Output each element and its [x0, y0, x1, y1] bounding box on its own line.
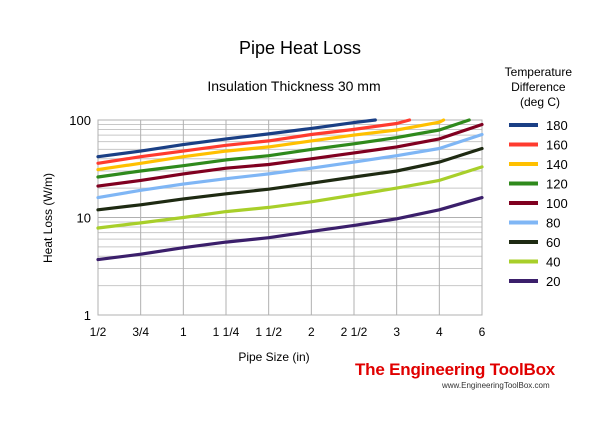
x-tick-label: 1/2	[90, 325, 107, 339]
y-tick-label: 1	[84, 308, 91, 323]
legend-label-160: 160	[546, 138, 568, 153]
series-layer	[96, 118, 484, 262]
legend-label-140: 140	[546, 157, 568, 172]
series-line-140	[96, 118, 446, 172]
legend-label-20: 20	[546, 274, 560, 289]
x-tick-label: 1 1/4	[213, 325, 240, 339]
x-tick-label: 2	[308, 325, 315, 339]
series-line-180	[96, 118, 377, 159]
chart-subtitle: Insulation Thickness 30 mm	[207, 78, 380, 94]
y-tick-label: 100	[69, 113, 91, 128]
chart-title: Pipe Heat Loss	[239, 38, 361, 58]
series-line-20	[96, 196, 484, 262]
plot-border	[97, 119, 483, 316]
series-line-80	[96, 132, 484, 200]
series-line-160	[96, 118, 412, 165]
axis-ticks: 1/2 3/4 1 1 1/4 1 1/2 2 2 1/2 3 4 6 1 10 100	[69, 113, 485, 339]
x-tick-label: 1	[180, 325, 187, 339]
brand-logo-text: The Engineering ToolBox	[355, 360, 556, 379]
x-tick-label: 3/4	[132, 325, 149, 339]
x-tick-label: 3	[393, 325, 400, 339]
legend-label-60: 60	[546, 235, 560, 250]
x-tick-label: 4	[436, 325, 443, 339]
brand-url: www.EngineeringToolBox.com	[442, 381, 550, 390]
legend-label-180: 180	[546, 118, 568, 133]
plot-grid	[97, 119, 483, 316]
x-tick-label: 6	[479, 325, 486, 339]
x-axis-label: Pipe Size (in)	[238, 350, 309, 364]
legend-label-100: 100	[546, 196, 568, 211]
legend-label-40: 40	[546, 255, 560, 270]
legend-title: Temperature Difference (deg C)	[505, 65, 576, 109]
y-tick-label: 10	[77, 211, 91, 226]
series-line-40	[96, 165, 484, 230]
x-tick-label: 1 1/2	[255, 325, 282, 339]
x-tick-label: 2 1/2	[341, 325, 368, 339]
series-line-100	[96, 122, 484, 188]
series-line-60	[96, 146, 484, 212]
legend: Temperature Difference (deg C) 180 160 140…	[505, 65, 576, 289]
y-axis-label: Heat Loss (W/m)	[41, 173, 55, 263]
series-line-120	[96, 118, 471, 179]
legend-label-120: 120	[546, 177, 568, 192]
legend-label-80: 80	[546, 216, 560, 231]
